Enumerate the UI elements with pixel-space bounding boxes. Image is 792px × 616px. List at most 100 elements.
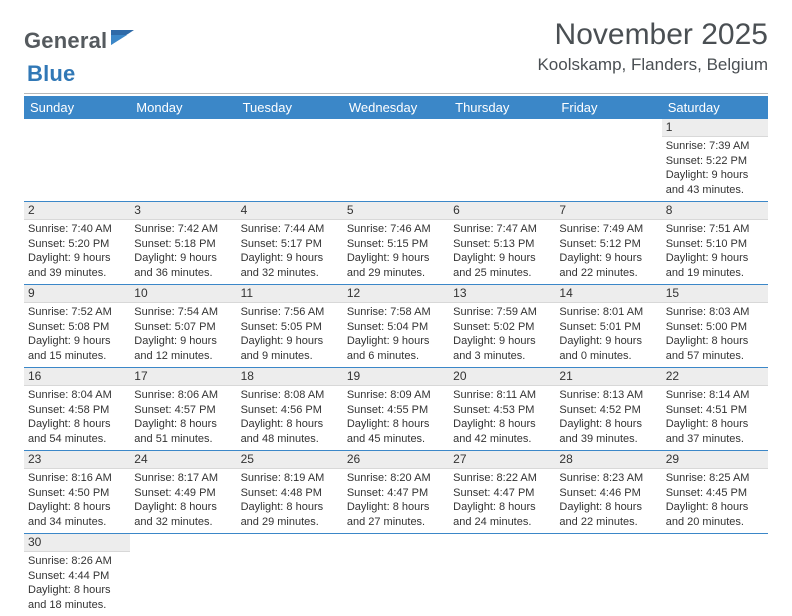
calendar-cell: 8Sunrise: 7:51 AMSunset: 5:10 PMDaylight… xyxy=(662,202,768,284)
daylight-text: Daylight: 9 hours and 36 minutes. xyxy=(134,251,232,280)
day-detail: Sunrise: 7:40 AMSunset: 5:20 PMDaylight:… xyxy=(24,220,130,284)
daylight-text: Daylight: 8 hours and 24 minutes. xyxy=(453,500,551,529)
day-header: Tuesday xyxy=(237,96,343,119)
calendar-week: ......1Sunrise: 7:39 AMSunset: 5:22 PMDa… xyxy=(24,119,768,202)
day-detail: Sunrise: 8:01 AMSunset: 5:01 PMDaylight:… xyxy=(555,303,661,367)
calendar-cell: 4Sunrise: 7:44 AMSunset: 5:17 PMDaylight… xyxy=(237,202,343,284)
calendar-cell: 14Sunrise: 8:01 AMSunset: 5:01 PMDayligh… xyxy=(555,285,661,367)
day-number: 13 xyxy=(449,285,555,303)
sunrise-text: Sunrise: 7:58 AM xyxy=(347,305,445,320)
calendar-cell: 15Sunrise: 8:03 AMSunset: 5:00 PMDayligh… xyxy=(662,285,768,367)
day-detail: Sunrise: 8:26 AMSunset: 4:44 PMDaylight:… xyxy=(24,552,130,616)
daylight-text: Daylight: 8 hours and 27 minutes. xyxy=(347,500,445,529)
sunrise-text: Sunrise: 7:49 AM xyxy=(559,222,657,237)
sunset-text: Sunset: 4:49 PM xyxy=(134,486,232,501)
calendar-cell: 25Sunrise: 8:19 AMSunset: 4:48 PMDayligh… xyxy=(237,451,343,533)
day-number: 15 xyxy=(662,285,768,303)
sunrise-text: Sunrise: 7:59 AM xyxy=(453,305,551,320)
day-number: 2 xyxy=(24,202,130,220)
sunrise-text: Sunrise: 7:51 AM xyxy=(666,222,764,237)
day-number: 20 xyxy=(449,368,555,386)
sunrise-text: Sunrise: 8:08 AM xyxy=(241,388,339,403)
day-detail: Sunrise: 8:20 AMSunset: 4:47 PMDaylight:… xyxy=(343,469,449,533)
daylight-text: Daylight: 8 hours and 18 minutes. xyxy=(28,583,126,612)
sunset-text: Sunset: 4:47 PM xyxy=(347,486,445,501)
calendar-cell: . xyxy=(449,534,555,616)
sunrise-text: Sunrise: 8:09 AM xyxy=(347,388,445,403)
day-detail: Sunrise: 7:44 AMSunset: 5:17 PMDaylight:… xyxy=(237,220,343,284)
sunrise-text: Sunrise: 8:01 AM xyxy=(559,305,657,320)
sunrise-text: Sunrise: 8:17 AM xyxy=(134,471,232,486)
logo-flag-icon xyxy=(111,28,137,51)
day-number: 22 xyxy=(662,368,768,386)
daylight-text: Daylight: 8 hours and 51 minutes. xyxy=(134,417,232,446)
location: Koolskamp, Flanders, Belgium xyxy=(537,55,768,75)
day-detail: Sunrise: 8:09 AMSunset: 4:55 PMDaylight:… xyxy=(343,386,449,450)
calendar-cell: 30Sunrise: 8:26 AMSunset: 4:44 PMDayligh… xyxy=(24,534,130,616)
day-detail: Sunrise: 7:52 AMSunset: 5:08 PMDaylight:… xyxy=(24,303,130,367)
day-number: 30 xyxy=(24,534,130,552)
day-header: Sunday xyxy=(24,96,130,119)
logo-text-general: General xyxy=(24,28,107,54)
calendar-cell: 13Sunrise: 7:59 AMSunset: 5:02 PMDayligh… xyxy=(449,285,555,367)
sunrise-text: Sunrise: 8:20 AM xyxy=(347,471,445,486)
sunset-text: Sunset: 4:53 PM xyxy=(453,403,551,418)
calendar-cell: 9Sunrise: 7:52 AMSunset: 5:08 PMDaylight… xyxy=(24,285,130,367)
title-block: November 2025 Koolskamp, Flanders, Belgi… xyxy=(537,18,768,75)
daylight-text: Daylight: 8 hours and 37 minutes. xyxy=(666,417,764,446)
day-detail: Sunrise: 8:06 AMSunset: 4:57 PMDaylight:… xyxy=(130,386,236,450)
sunrise-text: Sunrise: 7:47 AM xyxy=(453,222,551,237)
calendar-cell: . xyxy=(24,119,130,201)
calendar-cell: 26Sunrise: 8:20 AMSunset: 4:47 PMDayligh… xyxy=(343,451,449,533)
calendar-cell: 6Sunrise: 7:47 AMSunset: 5:13 PMDaylight… xyxy=(449,202,555,284)
calendar-cell: 7Sunrise: 7:49 AMSunset: 5:12 PMDaylight… xyxy=(555,202,661,284)
daylight-text: Daylight: 8 hours and 48 minutes. xyxy=(241,417,339,446)
calendar-cell: . xyxy=(343,119,449,201)
calendar-cell: 29Sunrise: 8:25 AMSunset: 4:45 PMDayligh… xyxy=(662,451,768,533)
calendar-cell: . xyxy=(555,534,661,616)
calendar-cell: . xyxy=(662,534,768,616)
sunset-text: Sunset: 5:18 PM xyxy=(134,237,232,252)
sunrise-text: Sunrise: 7:56 AM xyxy=(241,305,339,320)
daylight-text: Daylight: 8 hours and 34 minutes. xyxy=(28,500,126,529)
day-detail: Sunrise: 7:49 AMSunset: 5:12 PMDaylight:… xyxy=(555,220,661,284)
daylight-text: Daylight: 9 hours and 25 minutes. xyxy=(453,251,551,280)
day-number: 16 xyxy=(24,368,130,386)
sunset-text: Sunset: 5:10 PM xyxy=(666,237,764,252)
sunset-text: Sunset: 4:58 PM xyxy=(28,403,126,418)
daylight-text: Daylight: 9 hours and 39 minutes. xyxy=(28,251,126,280)
calendar-cell: . xyxy=(237,119,343,201)
calendar-cell: 16Sunrise: 8:04 AMSunset: 4:58 PMDayligh… xyxy=(24,368,130,450)
sunset-text: Sunset: 4:57 PM xyxy=(134,403,232,418)
day-detail: Sunrise: 8:19 AMSunset: 4:48 PMDaylight:… xyxy=(237,469,343,533)
day-header: Saturday xyxy=(662,96,768,119)
daylight-text: Daylight: 8 hours and 22 minutes. xyxy=(559,500,657,529)
daylight-text: Daylight: 9 hours and 22 minutes. xyxy=(559,251,657,280)
sunset-text: Sunset: 5:01 PM xyxy=(559,320,657,335)
calendar-week: 16Sunrise: 8:04 AMSunset: 4:58 PMDayligh… xyxy=(24,368,768,451)
day-detail: Sunrise: 8:03 AMSunset: 5:00 PMDaylight:… xyxy=(662,303,768,367)
calendar: Sunday Monday Tuesday Wednesday Thursday… xyxy=(24,96,768,616)
day-number: 7 xyxy=(555,202,661,220)
day-number: 27 xyxy=(449,451,555,469)
month-title: November 2025 xyxy=(537,18,768,51)
calendar-week: 23Sunrise: 8:16 AMSunset: 4:50 PMDayligh… xyxy=(24,451,768,534)
calendar-cell: . xyxy=(555,119,661,201)
calendar-cell: 3Sunrise: 7:42 AMSunset: 5:18 PMDaylight… xyxy=(130,202,236,284)
day-detail: Sunrise: 8:08 AMSunset: 4:56 PMDaylight:… xyxy=(237,386,343,450)
day-number: 21 xyxy=(555,368,661,386)
day-detail: Sunrise: 8:13 AMSunset: 4:52 PMDaylight:… xyxy=(555,386,661,450)
sunrise-text: Sunrise: 8:16 AM xyxy=(28,471,126,486)
day-detail: Sunrise: 7:47 AMSunset: 5:13 PMDaylight:… xyxy=(449,220,555,284)
sunset-text: Sunset: 5:22 PM xyxy=(666,154,764,169)
sunrise-text: Sunrise: 8:11 AM xyxy=(453,388,551,403)
day-detail: Sunrise: 7:46 AMSunset: 5:15 PMDaylight:… xyxy=(343,220,449,284)
sunrise-text: Sunrise: 7:54 AM xyxy=(134,305,232,320)
sunrise-text: Sunrise: 8:23 AM xyxy=(559,471,657,486)
sunset-text: Sunset: 5:12 PM xyxy=(559,237,657,252)
sunset-text: Sunset: 4:56 PM xyxy=(241,403,339,418)
day-detail: Sunrise: 8:14 AMSunset: 4:51 PMDaylight:… xyxy=(662,386,768,450)
sunset-text: Sunset: 5:13 PM xyxy=(453,237,551,252)
calendar-week: 9Sunrise: 7:52 AMSunset: 5:08 PMDaylight… xyxy=(24,285,768,368)
calendar-cell: 5Sunrise: 7:46 AMSunset: 5:15 PMDaylight… xyxy=(343,202,449,284)
